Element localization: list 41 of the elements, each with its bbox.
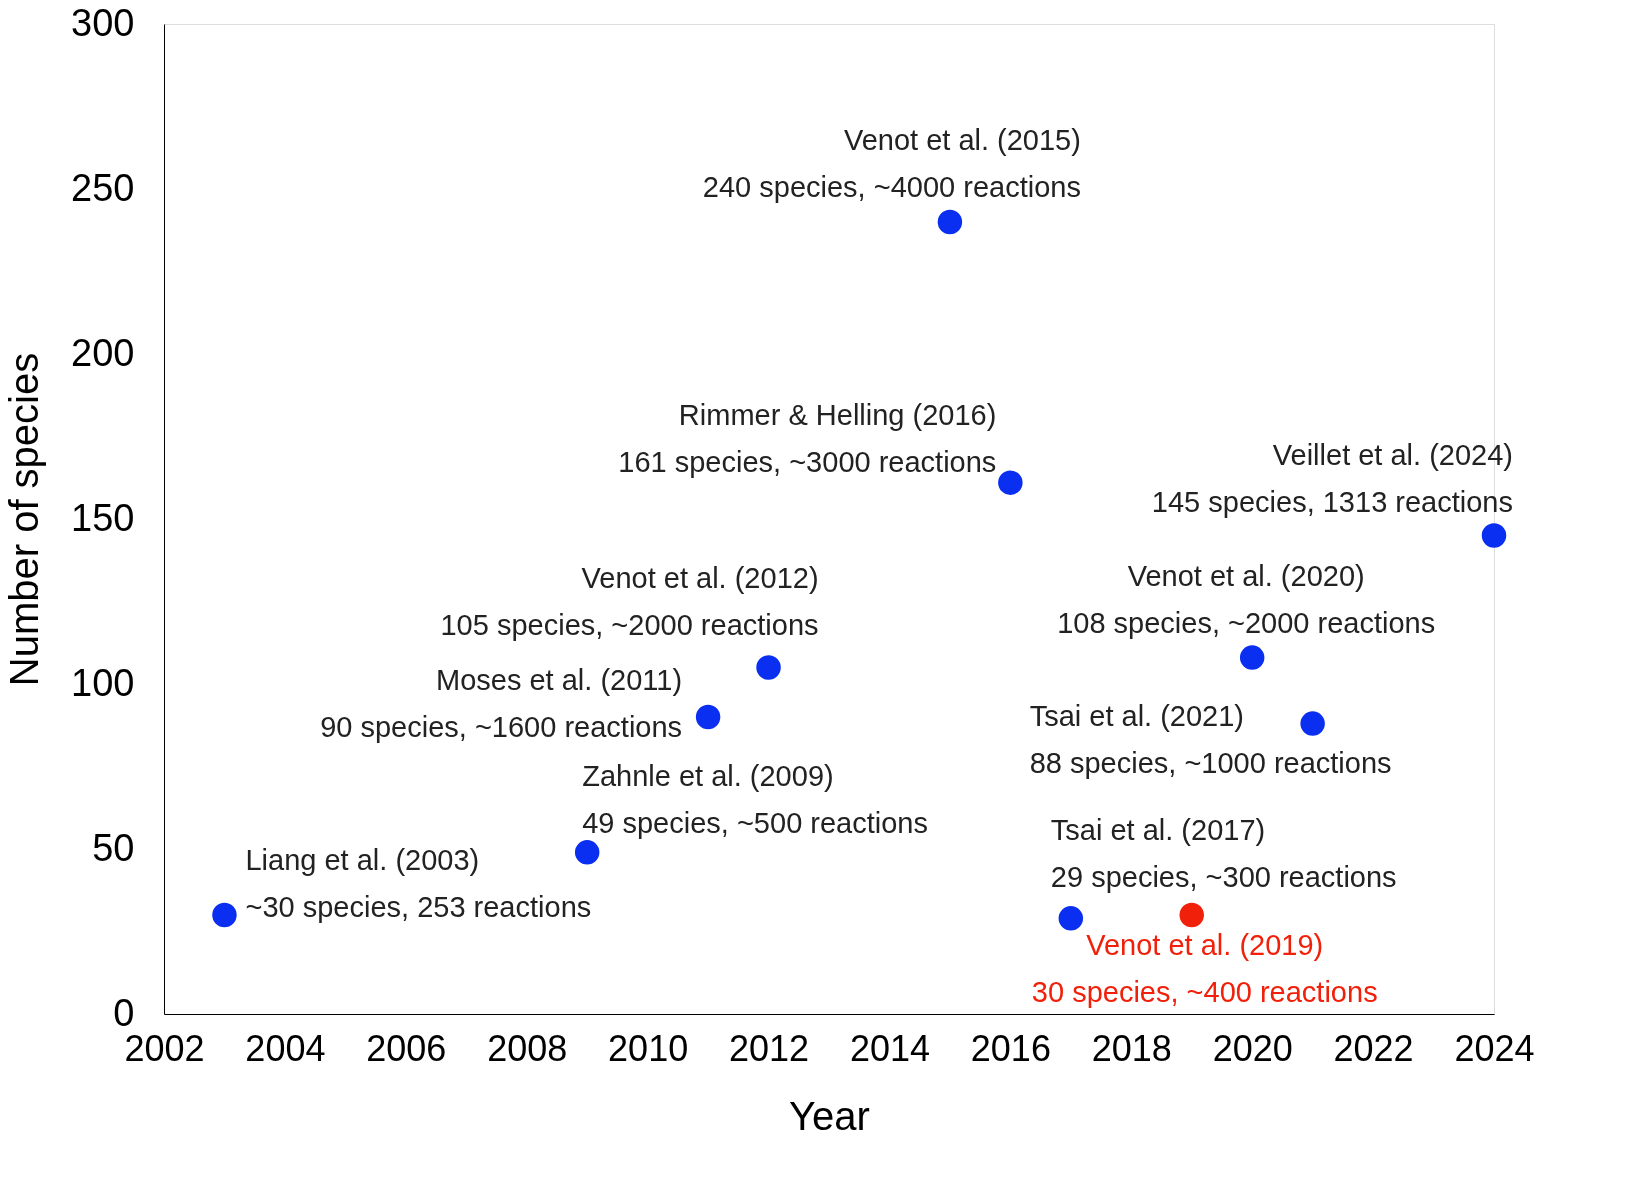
- y-tick-label: 200: [71, 331, 135, 374]
- y-tick-label: 250: [71, 166, 135, 209]
- y-axis-title: Number of species: [2, 352, 47, 687]
- point: [1179, 902, 1204, 928]
- x-tick-label: 2018: [1091, 1027, 1172, 1069]
- annotation: Liang et al. (2003) ~30 species, 253 reactions: [245, 844, 592, 923]
- point: [1481, 523, 1507, 548]
- x-tick-label: 2012: [729, 1027, 810, 1069]
- point: [574, 840, 600, 865]
- point: [1058, 906, 1084, 931]
- x-tick-label: 2004: [245, 1027, 326, 1069]
- x-tick-label: 2016: [970, 1027, 1051, 1069]
- annotation: Tsai et al. (2017) 29 species, ~300 reactions: [1050, 814, 1397, 894]
- y-tick-label: 300: [71, 1, 135, 44]
- annotation: Venot et al. (2019) 30 species, ~400 reactions: [1031, 929, 1378, 1008]
- point: [1300, 711, 1325, 736]
- point: [756, 655, 781, 680]
- y-tick-label: 50: [92, 826, 135, 869]
- x-tick-label: 2010: [608, 1027, 689, 1069]
- x-axis-title: Year: [789, 1093, 870, 1138]
- y-tick-label: 150: [71, 496, 135, 539]
- x-tick-label: 2024: [1454, 1027, 1535, 1069]
- point: [1239, 645, 1265, 670]
- annotation: Moses et al. (2011) 90 species, ~1600 reactions: [320, 664, 683, 743]
- point: [998, 470, 1023, 495]
- annotation: Zahnle et al. (2009) 49 species, ~500 reactions: [582, 760, 928, 840]
- annotation: Tsai et al. (2021) 88 species, ~1000 reactions: [1029, 699, 1392, 779]
- point: [937, 209, 963, 235]
- annotation: Venot et al. (2020) 108 species, ~2000 reactions: [1057, 559, 1436, 639]
- x-tick-label: 2014: [849, 1027, 930, 1069]
- x-tick-label: 2020: [1212, 1027, 1293, 1069]
- annotation: Venot et al. (2012) 105 species, ~2000 reactions: [440, 561, 819, 641]
- point: [695, 704, 721, 730]
- annotation: Rimmer & Helling (2016) 161 species, ~3000 reactions: [618, 398, 997, 478]
- y-tick-label: 100: [71, 661, 135, 704]
- x-tick-label: 2008: [487, 1027, 568, 1069]
- x-tick-label: 2022: [1333, 1027, 1414, 1069]
- x-tick-label: 2006: [366, 1027, 447, 1069]
- point: [212, 902, 237, 928]
- annotation: Venot et al. (2015) 240 species, ~4000 reactions: [702, 124, 1081, 203]
- annotation: Veillet et al. (2024) 145 species, 1313 reactions: [1151, 438, 1513, 518]
